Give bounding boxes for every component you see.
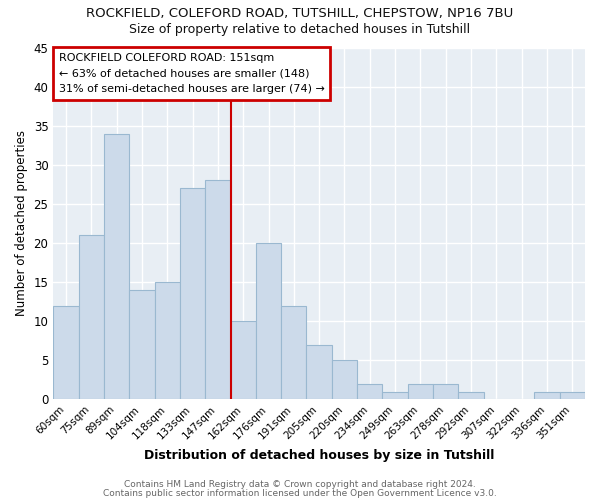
Bar bbox=[256, 243, 281, 400]
X-axis label: Distribution of detached houses by size in Tutshill: Distribution of detached houses by size … bbox=[144, 450, 494, 462]
Text: Size of property relative to detached houses in Tutshill: Size of property relative to detached ho… bbox=[130, 22, 470, 36]
Bar bbox=[281, 306, 307, 400]
Bar bbox=[53, 306, 79, 400]
Text: Contains public sector information licensed under the Open Government Licence v3: Contains public sector information licen… bbox=[103, 488, 497, 498]
Bar bbox=[205, 180, 230, 400]
Bar bbox=[382, 392, 408, 400]
Text: Contains HM Land Registry data © Crown copyright and database right 2024.: Contains HM Land Registry data © Crown c… bbox=[124, 480, 476, 489]
Text: ROCKFIELD, COLEFORD ROAD, TUTSHILL, CHEPSTOW, NP16 7BU: ROCKFIELD, COLEFORD ROAD, TUTSHILL, CHEP… bbox=[86, 8, 514, 20]
Bar bbox=[458, 392, 484, 400]
Bar bbox=[104, 134, 129, 400]
Bar bbox=[560, 392, 585, 400]
Bar bbox=[535, 392, 560, 400]
Bar bbox=[408, 384, 433, 400]
Y-axis label: Number of detached properties: Number of detached properties bbox=[15, 130, 28, 316]
Bar bbox=[230, 321, 256, 400]
Bar bbox=[155, 282, 180, 400]
Bar bbox=[357, 384, 382, 400]
Text: ROCKFIELD COLEFORD ROAD: 151sqm
← 63% of detached houses are smaller (148)
31% o: ROCKFIELD COLEFORD ROAD: 151sqm ← 63% of… bbox=[59, 53, 325, 94]
Bar bbox=[307, 344, 332, 400]
Bar bbox=[129, 290, 155, 400]
Bar bbox=[180, 188, 205, 400]
Bar bbox=[79, 235, 104, 400]
Bar bbox=[332, 360, 357, 400]
Bar bbox=[433, 384, 458, 400]
